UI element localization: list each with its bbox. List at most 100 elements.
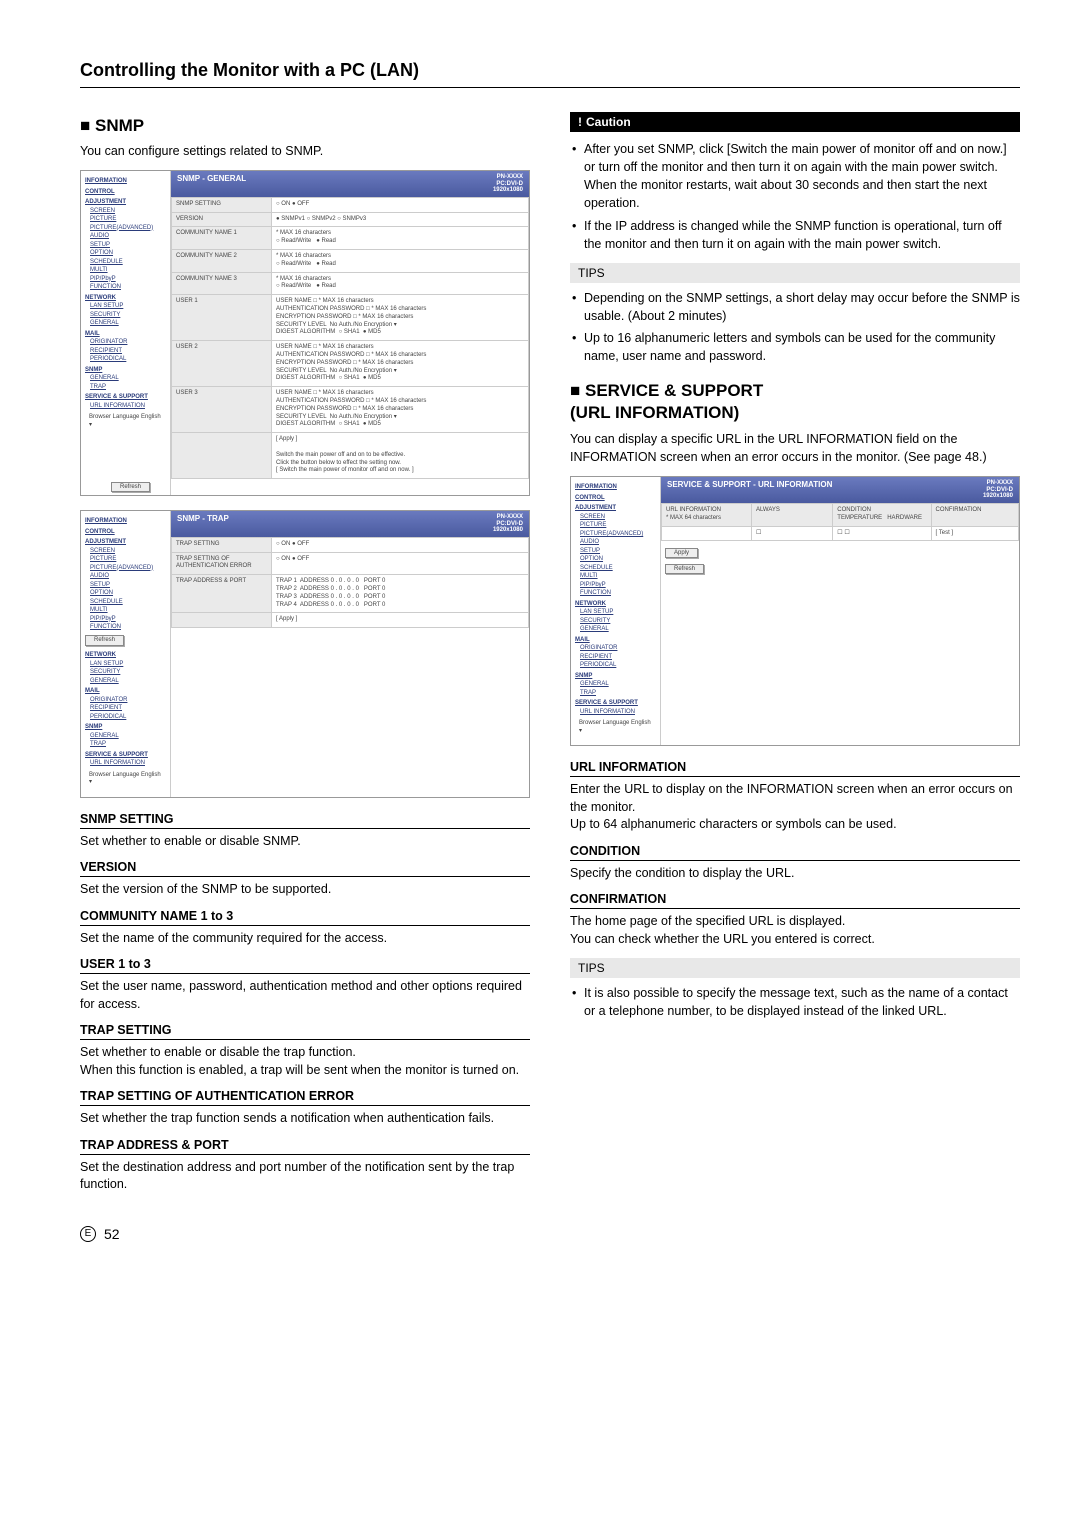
right-column: Caution After you set SNMP, click [Switc… xyxy=(570,112,1020,1196)
sidebar-item: SCREEN xyxy=(90,208,166,216)
sidebar-item: SECURITY xyxy=(90,669,166,677)
sidebar-cat: MAIL xyxy=(85,688,166,696)
row-val: [ Apply ] xyxy=(272,613,529,628)
tips-list-2: It is also possible to specify the messa… xyxy=(570,984,1020,1020)
mock-title: SNMP - GENERAL xyxy=(177,174,246,194)
row-val: ○ ON ● OFF xyxy=(272,552,529,575)
row-label: COMMUNITY NAME 3 xyxy=(172,272,272,295)
mock-sidebar: INFORMATION CONTROL ADJUSTMENT SCREEN PI… xyxy=(81,511,171,797)
url-desc: Enter the URL to display on the INFORMAT… xyxy=(570,781,1020,834)
row-val: * MAX 16 characters ○ Read/Write ● Read xyxy=(272,249,529,272)
sidebar-item: SETUP xyxy=(90,582,166,590)
sidebar-cat: INFORMATION xyxy=(85,178,166,186)
sidebar-cat: SERVICE & SUPPORT xyxy=(575,700,656,708)
mock-sidebar: INFORMATION CONTROL ADJUSTMENT SCREEN PI… xyxy=(81,171,171,495)
mock-title-right: PN-XXXX PC:DVI-D 1920x1080 xyxy=(983,480,1013,500)
col-head: CONDITION TEMPERATURE HARDWARE xyxy=(833,504,931,527)
sidebar-item: AUDIO xyxy=(90,233,166,241)
sidebar-item: GENERAL xyxy=(90,320,166,328)
setting-name: USER 1 to 3 xyxy=(80,957,530,974)
row-val: TRAP 1 ADDRESS 0 . 0 . 0 . 0 PORT 0 TRAP… xyxy=(272,575,529,613)
sidebar-item: GENERAL xyxy=(580,626,656,634)
sidebar-cat: SERVICE & SUPPORT xyxy=(85,394,166,402)
sidebar-item: PICTURE xyxy=(580,522,656,530)
sidebar-cat: SNMP xyxy=(575,673,656,681)
mock-service: INFORMATION CONTROL ADJUSTMENT SCREEN PI… xyxy=(570,476,1020,746)
setting-desc: Set the user name, password, authenticat… xyxy=(80,978,530,1013)
sidebar-item: URL INFORMATION xyxy=(580,709,656,717)
row-val: ● SNMPv1 ○ SNMPv2 ○ SNMPv3 xyxy=(272,212,529,227)
snmp-intro: You can configure settings related to SN… xyxy=(80,144,530,158)
sidebar-item: LAN SETUP xyxy=(90,661,166,669)
cell: ☐ ☐ xyxy=(833,526,931,541)
setting-name: VERSION xyxy=(80,860,530,877)
sidebar-item: SCHEDULE xyxy=(90,599,166,607)
sidebar-cat: ADJUSTMENT xyxy=(85,199,166,207)
col-head: ALWAYS xyxy=(751,504,832,527)
tips-bar: TIPS xyxy=(570,263,1020,283)
sidebar-item: PICTURE(ADVANCED) xyxy=(90,565,166,573)
row-val: * MAX 16 characters ○ Read/Write ● Read xyxy=(272,272,529,295)
sidebar-item: MULTI xyxy=(90,267,166,275)
sidebar-item: PICTURE(ADVANCED) xyxy=(580,531,656,539)
sidebar-item: URL INFORMATION xyxy=(90,760,166,768)
sidebar-item: FUNCTION xyxy=(90,624,166,632)
left-column: ■ SNMP You can configure settings relate… xyxy=(80,112,530,1196)
sidebar-item: TRAP xyxy=(580,690,656,698)
sidebar-item: TRAP xyxy=(90,741,166,749)
sidebar-item: GENERAL xyxy=(90,733,166,741)
tips-bar: TIPS xyxy=(570,958,1020,978)
caution-label: Caution xyxy=(586,115,631,129)
sidebar-item: PIP/PbyP xyxy=(90,616,166,624)
url-desc: The home page of the specified URL is di… xyxy=(570,913,1020,948)
mock-trap-table: TRAP SETTING○ ON ● OFF TRAP SETTING OF A… xyxy=(171,537,529,628)
row-label: TRAP SETTING OF AUTHENTICATION ERROR xyxy=(172,552,272,575)
mock-title: SERVICE & SUPPORT - URL INFORMATION xyxy=(667,480,832,500)
region-glyph: E xyxy=(80,1226,96,1242)
caution-bar: Caution xyxy=(570,112,1020,132)
sidebar-item: URL INFORMATION xyxy=(90,403,166,411)
url-desc: Specify the condition to display the URL… xyxy=(570,865,1020,883)
sidebar-item: AUDIO xyxy=(90,573,166,581)
row-val: * MAX 16 characters ○ Read/Write ● Read xyxy=(272,227,529,250)
sidebar-item: SCHEDULE xyxy=(580,565,656,573)
setting-desc: Set whether the trap function sends a no… xyxy=(80,1110,530,1128)
mock-snmp-general: INFORMATION CONTROL ADJUSTMENT SCREEN PI… xyxy=(80,170,530,496)
sidebar-item: ORIGINATOR xyxy=(580,645,656,653)
refresh-btn: Refresh xyxy=(85,635,124,647)
browser-lang: Browser Language English ▾ xyxy=(85,768,166,789)
row-val: [ Apply ] Switch the main power off and … xyxy=(272,433,529,479)
sidebar-item: SCREEN xyxy=(90,548,166,556)
sidebar-cat: MAIL xyxy=(575,637,656,645)
page-number: E 52 xyxy=(80,1226,1020,1242)
sidebar-item: MULTI xyxy=(580,573,656,581)
browser-lang: Browser Language English ▾ xyxy=(85,410,166,431)
sidebar-item: PIP/PbyP xyxy=(90,276,166,284)
tips-item: It is also possible to specify the messa… xyxy=(570,984,1020,1020)
row-label: USER 3 xyxy=(172,387,272,433)
page-number-value: 52 xyxy=(104,1226,120,1242)
sidebar-cat: INFORMATION xyxy=(575,484,656,492)
mock-title-right: PN-XXXX PC:DVI-D 1920x1080 xyxy=(493,514,523,534)
sidebar-item: AUDIO xyxy=(580,539,656,547)
sidebar-cat: ADJUSTMENT xyxy=(575,505,656,513)
sidebar-item: GENERAL xyxy=(90,678,166,686)
url-name: CONFIRMATION xyxy=(570,892,1020,909)
setting-name: TRAP SETTING OF AUTHENTICATION ERROR xyxy=(80,1089,530,1106)
setting-name: SNMP SETTING xyxy=(80,812,530,829)
sidebar-cat: CONTROL xyxy=(575,495,656,503)
sidebar-item: PIP/PbyP xyxy=(580,582,656,590)
sidebar-item: OPTION xyxy=(90,590,166,598)
cell: [ Test ] xyxy=(931,526,1018,541)
setting-name: COMMUNITY NAME 1 to 3 xyxy=(80,909,530,926)
tips-list: Depending on the SNMP settings, a short … xyxy=(570,289,1020,366)
page-title: Controlling the Monitor with a PC (LAN) xyxy=(80,60,1020,88)
sidebar-cat: CONTROL xyxy=(85,529,166,537)
row-label: USER 2 xyxy=(172,341,272,387)
sidebar-item: SECURITY xyxy=(90,312,166,320)
setting-desc: Set the version of the SNMP to be suppor… xyxy=(80,881,530,899)
mock-title-right: PN-XXXX PC:DVI-D 1920x1080 xyxy=(493,174,523,194)
browser-lang: Browser Language English ▾ xyxy=(575,716,656,737)
row-label: USER 1 xyxy=(172,295,272,341)
caution-item: If the IP address is changed while the S… xyxy=(570,217,1020,253)
